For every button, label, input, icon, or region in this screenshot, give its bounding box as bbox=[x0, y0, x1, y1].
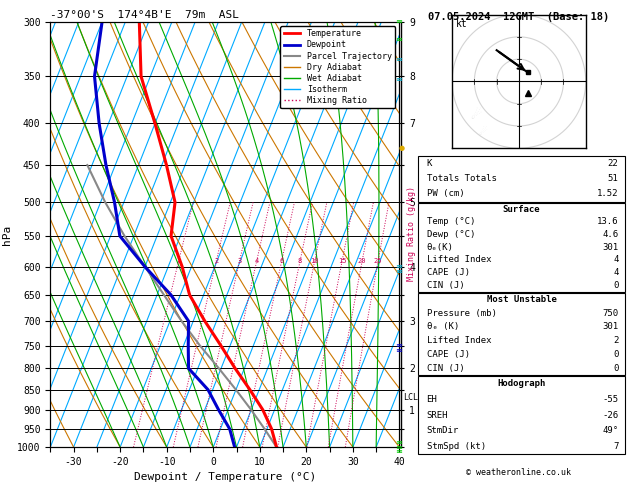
Text: θₑ(K): θₑ(K) bbox=[426, 243, 454, 252]
Text: ≡: ≡ bbox=[394, 75, 402, 84]
Text: ≡: ≡ bbox=[394, 54, 402, 64]
Text: 2: 2 bbox=[214, 258, 218, 264]
Text: ≡: ≡ bbox=[394, 267, 402, 276]
Text: θₑ (K): θₑ (K) bbox=[426, 323, 459, 331]
Text: 4.6: 4.6 bbox=[603, 230, 618, 239]
Text: 22: 22 bbox=[608, 159, 618, 168]
Y-axis label: hPa: hPa bbox=[1, 225, 11, 244]
Text: 0: 0 bbox=[613, 281, 618, 290]
Text: 07.05.2024  12GMT  (Base: 18): 07.05.2024 12GMT (Base: 18) bbox=[428, 12, 610, 22]
Text: CIN (J): CIN (J) bbox=[426, 364, 464, 373]
Text: 4: 4 bbox=[255, 258, 259, 264]
Text: 0: 0 bbox=[613, 350, 618, 359]
Text: -37°00'S  174°4B'E  79m  ASL: -37°00'S 174°4B'E 79m ASL bbox=[50, 10, 239, 20]
Text: 25: 25 bbox=[374, 258, 382, 264]
Text: 4: 4 bbox=[613, 255, 618, 264]
Text: ≡: ≡ bbox=[394, 443, 402, 451]
Text: LCL: LCL bbox=[404, 394, 418, 402]
Legend: Temperature, Dewpoint, Parcel Trajectory, Dry Adiabat, Wet Adiabat, Isotherm, Mi: Temperature, Dewpoint, Parcel Trajectory… bbox=[281, 26, 395, 108]
Text: Lifted Index: Lifted Index bbox=[426, 336, 491, 345]
Text: 15: 15 bbox=[338, 258, 347, 264]
Text: Totals Totals: Totals Totals bbox=[426, 174, 496, 183]
Text: ☄: ☄ bbox=[470, 109, 481, 122]
Text: © weatheronline.co.uk: © weatheronline.co.uk bbox=[467, 468, 571, 477]
Text: 8: 8 bbox=[298, 258, 303, 264]
Text: ≡: ≡ bbox=[394, 438, 402, 447]
Text: kt: kt bbox=[456, 18, 468, 29]
Text: 49°: 49° bbox=[603, 426, 618, 435]
Text: -55: -55 bbox=[603, 395, 618, 404]
Text: Dewp (°C): Dewp (°C) bbox=[426, 230, 475, 239]
Text: EH: EH bbox=[426, 395, 437, 404]
Text: 750: 750 bbox=[603, 309, 618, 318]
X-axis label: Dewpoint / Temperature (°C): Dewpoint / Temperature (°C) bbox=[134, 472, 316, 483]
Text: -26: -26 bbox=[603, 411, 618, 419]
Text: 6: 6 bbox=[280, 258, 284, 264]
Text: StmDir: StmDir bbox=[426, 426, 459, 435]
Text: ☄: ☄ bbox=[479, 127, 487, 137]
Text: 20: 20 bbox=[358, 258, 367, 264]
Text: K: K bbox=[426, 159, 432, 168]
Text: ≡: ≡ bbox=[394, 346, 402, 355]
Text: 0: 0 bbox=[613, 364, 618, 373]
Text: Mixing Ratio (g/kg): Mixing Ratio (g/kg) bbox=[408, 186, 416, 281]
Text: 1.52: 1.52 bbox=[597, 190, 618, 198]
Text: 7: 7 bbox=[613, 442, 618, 451]
Text: 13.6: 13.6 bbox=[597, 217, 618, 226]
Text: 301: 301 bbox=[603, 243, 618, 252]
Text: Pressure (mb): Pressure (mb) bbox=[426, 309, 496, 318]
Text: 51: 51 bbox=[608, 174, 618, 183]
Text: CAPE (J): CAPE (J) bbox=[426, 350, 469, 359]
Text: CIN (J): CIN (J) bbox=[426, 281, 464, 290]
Text: ≡: ≡ bbox=[394, 35, 402, 45]
Text: 3: 3 bbox=[238, 258, 242, 264]
Text: PW (cm): PW (cm) bbox=[426, 190, 464, 198]
Text: ≡: ≡ bbox=[394, 262, 402, 271]
Text: 1: 1 bbox=[177, 258, 181, 264]
Text: 4: 4 bbox=[613, 268, 618, 277]
Text: Hodograph: Hodograph bbox=[498, 379, 545, 388]
Text: Lifted Index: Lifted Index bbox=[426, 255, 491, 264]
Text: 10: 10 bbox=[311, 258, 319, 264]
Text: 2: 2 bbox=[613, 336, 618, 345]
Text: CAPE (J): CAPE (J) bbox=[426, 268, 469, 277]
Text: Most Unstable: Most Unstable bbox=[486, 295, 557, 304]
Text: Surface: Surface bbox=[503, 205, 540, 213]
Text: ≡: ≡ bbox=[394, 17, 402, 26]
Text: ≡: ≡ bbox=[394, 341, 402, 350]
Y-axis label: km
ASL: km ASL bbox=[431, 224, 449, 245]
Text: SREH: SREH bbox=[426, 411, 448, 419]
Text: Temp (°C): Temp (°C) bbox=[426, 217, 475, 226]
Text: ●: ● bbox=[398, 145, 404, 151]
Text: StmSpd (kt): StmSpd (kt) bbox=[426, 442, 486, 451]
Text: 301: 301 bbox=[603, 323, 618, 331]
Text: ≡: ≡ bbox=[394, 448, 402, 456]
